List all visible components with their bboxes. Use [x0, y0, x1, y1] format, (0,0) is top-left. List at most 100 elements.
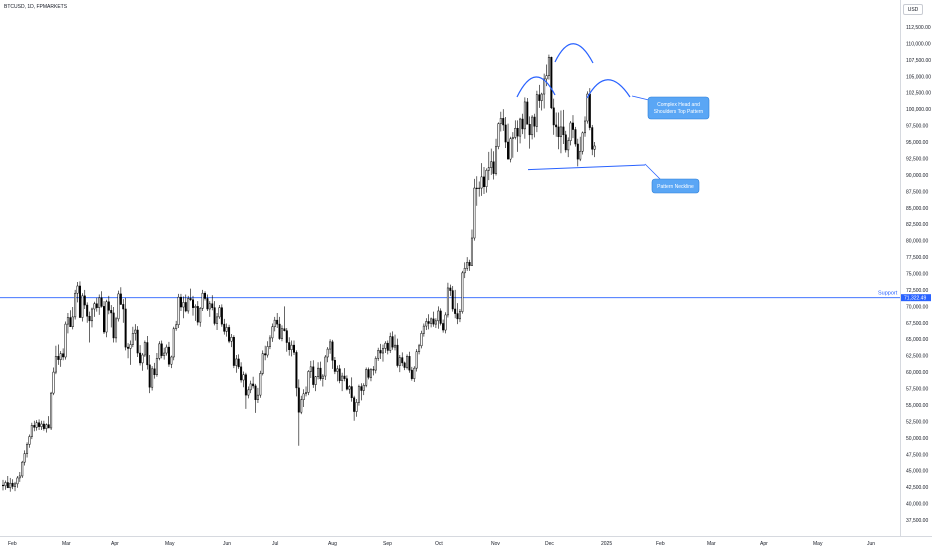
candle-body-down [439, 310, 442, 324]
candle-body-up [362, 384, 365, 391]
candle [143, 340, 146, 357]
candle [131, 326, 134, 348]
candle-body-down [86, 304, 89, 317]
candle [319, 361, 322, 381]
candle [81, 293, 84, 322]
candle [314, 376, 317, 392]
support-line-group: Support [0, 291, 900, 299]
candle-body-down [127, 346, 130, 349]
candle-body-up [547, 56, 550, 76]
candle [511, 132, 514, 158]
candle-body-down [557, 126, 560, 138]
price-axis[interactable]: 112,500.00 110,000.00 107,500.00 105,000.00… [901, 25, 931, 524]
candle-body-up [170, 356, 173, 365]
pattern-callout-box [647, 96, 710, 120]
candle-body-up [182, 302, 185, 308]
candle-body-down [148, 364, 151, 388]
price-tick-label: 75,000.00 [906, 272, 928, 278]
candle [151, 366, 154, 391]
candle [497, 122, 500, 150]
candle [16, 475, 19, 488]
candle-body-up [444, 314, 447, 331]
candle [408, 351, 411, 373]
candle [170, 355, 173, 369]
candle-body-up [567, 140, 570, 151]
price-tick-label: 107,500.00 [906, 58, 931, 64]
candle-body-down [408, 356, 411, 371]
candle-body-down [213, 307, 216, 324]
candle-body-up [23, 453, 26, 463]
candle-body-down [95, 303, 98, 308]
candle-body-up [115, 318, 118, 339]
candle [271, 323, 274, 342]
candle [470, 229, 473, 266]
candle [540, 92, 543, 111]
candle [172, 326, 175, 361]
currency-button[interactable]: USD [903, 4, 923, 15]
candle [247, 386, 250, 399]
candle [461, 270, 464, 314]
time-tick-label: Apr [760, 541, 768, 547]
candle-body-up [398, 357, 401, 366]
candle [336, 365, 339, 382]
candle [240, 362, 243, 383]
candle [526, 97, 529, 125]
candle-body-down [555, 124, 558, 128]
candle [160, 340, 163, 359]
candle [47, 416, 50, 429]
candle [134, 324, 137, 341]
candle-body-up [569, 122, 572, 141]
candle-body-up [355, 402, 358, 412]
price-tick-label: 67,500.00 [906, 321, 928, 327]
candle [295, 350, 298, 397]
candle [516, 120, 519, 152]
candle [244, 372, 247, 409]
candle [18, 472, 21, 482]
candle [100, 291, 103, 308]
time-tick-label: Oct [435, 541, 443, 547]
price-tick-label: 77,500.00 [906, 255, 928, 261]
candle [439, 308, 442, 326]
candle-body-up [430, 318, 433, 324]
candle [523, 97, 526, 139]
price-tick-label: 82,500.00 [906, 222, 928, 228]
candle [254, 383, 257, 413]
candle [276, 312, 279, 329]
candle [264, 345, 267, 361]
candle [42, 420, 45, 431]
candle-body-down [122, 304, 125, 310]
candle [141, 353, 144, 371]
candle [117, 290, 120, 322]
candle-body-up [50, 392, 53, 429]
candle [571, 115, 574, 139]
candle-body-down [196, 306, 199, 323]
candle-body-up [389, 336, 392, 351]
candle [69, 310, 72, 327]
candle [309, 360, 312, 379]
candle [155, 353, 158, 377]
candle [324, 355, 327, 380]
candle [153, 362, 156, 379]
candle [559, 110, 562, 154]
candle-body-down [468, 262, 471, 266]
candle-body-down [454, 308, 457, 314]
time-axis[interactable]: Feb Mar Apr May Jun Jul Aug Sep Oct Nov Dec 2025 Feb… [8, 541, 875, 547]
candle-body-down [293, 344, 296, 353]
candle [547, 54, 550, 80]
time-tick-label: May [813, 541, 823, 547]
candle [394, 334, 397, 351]
candle-body-up [357, 386, 360, 403]
candle [259, 370, 262, 398]
candle [98, 294, 101, 315]
price-tick-label: 95,000.00 [906, 140, 928, 146]
candle-body-down [276, 319, 279, 325]
candle [105, 299, 108, 338]
candle [398, 355, 401, 373]
candle [21, 460, 24, 478]
candle [124, 297, 127, 351]
candle [389, 332, 392, 354]
candle [357, 384, 360, 406]
price-tick-label: 37,500.00 [906, 518, 928, 524]
